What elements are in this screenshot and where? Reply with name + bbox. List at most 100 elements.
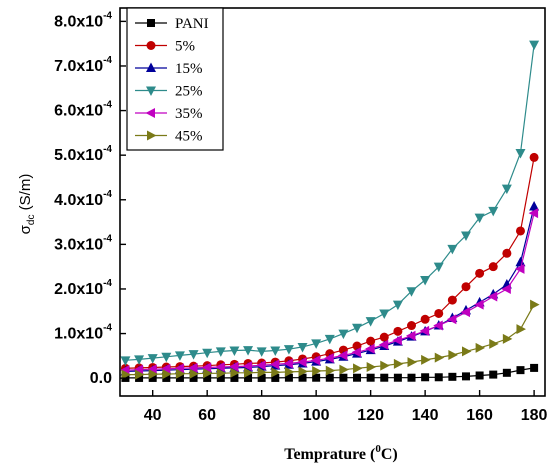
data-point bbox=[297, 342, 308, 353]
data-point bbox=[312, 373, 321, 382]
data-point bbox=[284, 366, 295, 377]
data-point bbox=[216, 368, 227, 379]
data-point bbox=[489, 338, 499, 349]
x-tick-label: 40 bbox=[144, 407, 162, 424]
data-point bbox=[530, 363, 539, 372]
data-point bbox=[529, 40, 540, 51]
data-point bbox=[515, 148, 526, 159]
data-point bbox=[475, 371, 484, 380]
data-point bbox=[257, 373, 266, 382]
data-point bbox=[474, 213, 485, 224]
data-point bbox=[529, 152, 539, 162]
data-point bbox=[448, 372, 457, 381]
data-point bbox=[487, 291, 498, 302]
data-point bbox=[203, 368, 213, 379]
data-point bbox=[392, 300, 403, 311]
data-point bbox=[420, 314, 430, 324]
data-point bbox=[283, 345, 294, 355]
data-point bbox=[244, 373, 253, 382]
y-tick-label: 1.0x10-4 bbox=[54, 323, 112, 343]
data-point bbox=[283, 358, 293, 369]
data-point bbox=[461, 346, 472, 357]
data-point bbox=[229, 346, 240, 357]
data-point bbox=[515, 226, 525, 236]
data-point bbox=[501, 184, 512, 195]
data-point bbox=[366, 336, 376, 346]
data-point bbox=[298, 373, 307, 382]
data-point bbox=[147, 354, 158, 364]
data-point bbox=[366, 362, 377, 373]
data-point bbox=[475, 342, 486, 353]
data-point bbox=[434, 308, 444, 318]
data-point bbox=[474, 299, 484, 310]
data-point bbox=[514, 263, 525, 274]
data-point bbox=[256, 347, 267, 357]
data-point bbox=[202, 348, 213, 359]
data-point bbox=[189, 368, 200, 379]
data-point bbox=[393, 358, 404, 369]
data-point bbox=[353, 373, 362, 382]
series-45pct bbox=[121, 299, 540, 380]
y-tick-label: 5.0x10-4 bbox=[54, 144, 112, 164]
data-point bbox=[379, 309, 390, 319]
data-point bbox=[203, 373, 212, 382]
data-point bbox=[120, 356, 131, 366]
legend-label: 5% bbox=[175, 39, 195, 55]
legend: PANI 5% 15% 25% 35% 45% bbox=[126, 7, 224, 151]
data-point bbox=[528, 208, 539, 219]
data-point bbox=[530, 299, 540, 310]
data-point bbox=[230, 367, 240, 378]
data-point bbox=[352, 323, 363, 334]
data-point bbox=[161, 352, 172, 363]
x-tick-label: 80 bbox=[253, 407, 271, 424]
data-point bbox=[160, 363, 171, 374]
data-point bbox=[434, 352, 445, 363]
axis-ticks: 40 60 80 100 120 140 160 180 0.0 1.0x10-4 2.0x10-4… bbox=[54, 10, 547, 424]
data-point bbox=[339, 364, 349, 375]
data-point bbox=[461, 282, 471, 292]
data-point bbox=[284, 373, 293, 382]
data-point bbox=[338, 329, 349, 340]
data-point bbox=[366, 373, 375, 382]
data-point bbox=[188, 350, 199, 360]
data-point bbox=[162, 373, 171, 382]
data-point bbox=[337, 350, 348, 361]
data-point bbox=[447, 244, 458, 255]
legend-label: PANI bbox=[175, 16, 209, 32]
data-point bbox=[448, 349, 458, 360]
legend-box bbox=[126, 7, 224, 151]
data-point bbox=[380, 373, 389, 382]
data-point bbox=[175, 368, 186, 379]
legend-label: 35% bbox=[175, 106, 203, 122]
data-point bbox=[175, 373, 184, 382]
data-point bbox=[516, 324, 526, 335]
data-point bbox=[378, 339, 389, 350]
series-25pct bbox=[120, 40, 540, 366]
legend-marker bbox=[146, 86, 156, 96]
data-point bbox=[393, 373, 402, 382]
data-point bbox=[488, 262, 498, 272]
y-tick-label: 3.0x10-4 bbox=[54, 233, 112, 253]
data-point bbox=[271, 367, 281, 378]
data-point bbox=[134, 355, 145, 365]
data-point bbox=[351, 347, 362, 358]
legend-label: 25% bbox=[175, 84, 203, 100]
data-point bbox=[475, 268, 485, 278]
data-point bbox=[215, 347, 226, 357]
data-point bbox=[365, 317, 376, 327]
x-tick-label: 100 bbox=[303, 407, 330, 424]
data-point bbox=[516, 366, 525, 375]
data-point bbox=[406, 287, 417, 297]
data-point bbox=[489, 370, 498, 379]
data-point bbox=[461, 372, 470, 381]
data-point bbox=[271, 373, 280, 382]
data-point bbox=[529, 200, 540, 211]
data-point bbox=[298, 366, 309, 377]
data-point bbox=[515, 256, 526, 267]
y-tick-label: 0.0 bbox=[90, 370, 112, 387]
data-point bbox=[407, 373, 416, 382]
data-point bbox=[406, 330, 416, 341]
data-point bbox=[297, 357, 307, 368]
data-point bbox=[147, 364, 157, 375]
